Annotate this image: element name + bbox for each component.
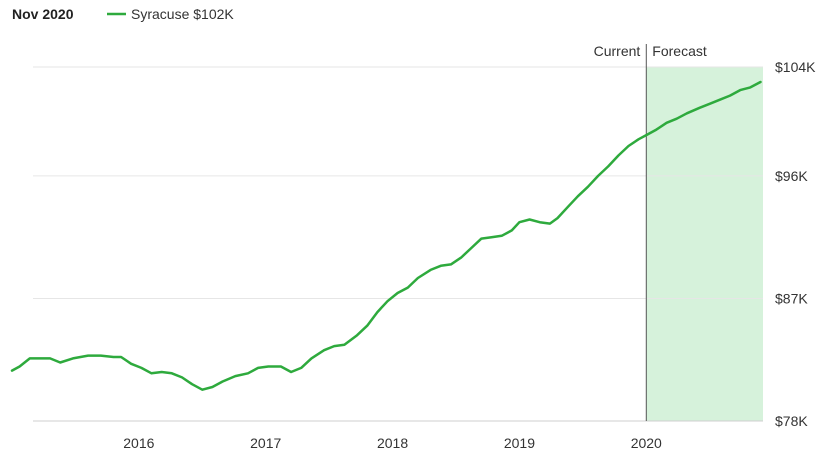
x-tick-label: 2017 [250,435,281,451]
y-tick-label: $96K [775,168,808,184]
x-axis-ticks: 2016 2017 2018 2019 2020 [123,435,662,451]
x-tick-label: 2018 [377,435,408,451]
grid-lines [33,66,763,422]
x-tick-label: 2016 [123,435,154,451]
x-tick-label: 2019 [504,435,535,451]
forecast-region [646,67,763,421]
legend-date: Nov 2020 [12,6,74,22]
y-tick-label: $104K [775,59,816,75]
legend-series-label[interactable]: Syracuse $102K [131,6,234,22]
series-line-syracuse[interactable] [10,80,762,391]
y-tick-label: $87K [775,290,808,306]
y-axis-ticks: $104K $96K $87K $78K [775,59,816,429]
forecast-label: Forecast [652,43,707,59]
current-label: Current [594,43,641,59]
y-tick-label: $78K [775,413,808,429]
x-tick-label: 2020 [631,435,662,451]
